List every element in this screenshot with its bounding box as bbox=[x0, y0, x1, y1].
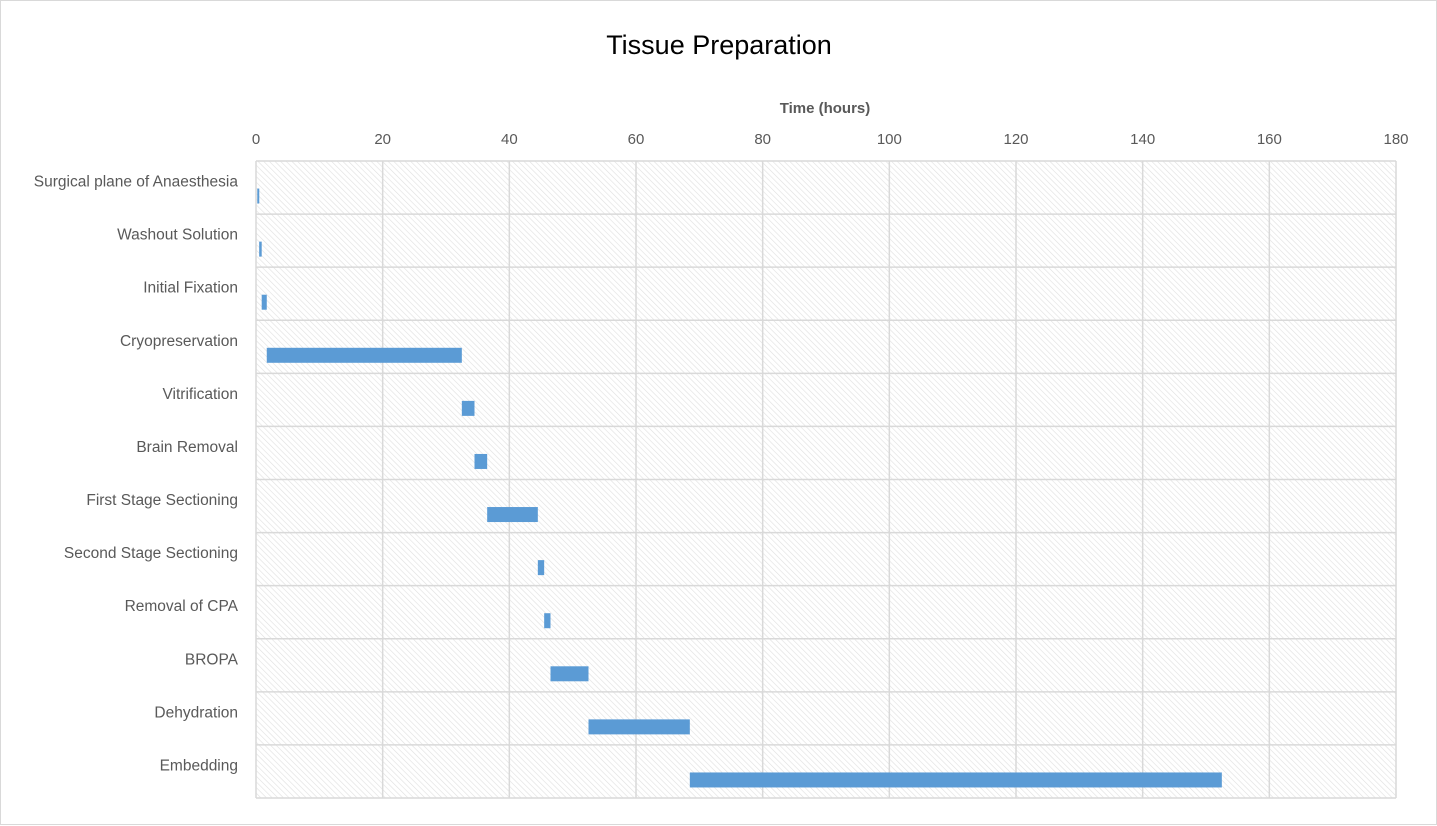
task-bar bbox=[257, 188, 260, 204]
task-bar bbox=[689, 772, 1222, 788]
x-tick-label: 140 bbox=[1130, 131, 1155, 148]
category-label: Second Stage Sectioning bbox=[64, 545, 238, 562]
x-tick-label: 60 bbox=[628, 131, 645, 148]
category-label: Brain Removal bbox=[136, 439, 238, 456]
task-bar bbox=[544, 613, 551, 629]
x-tick-label: 160 bbox=[1257, 131, 1282, 148]
x-tick-label: 100 bbox=[877, 131, 902, 148]
gridlines bbox=[255, 160, 1397, 799]
task-bars bbox=[257, 188, 1222, 788]
x-tick-label: 0 bbox=[252, 131, 260, 148]
category-label: First Stage Sectioning bbox=[86, 492, 238, 509]
task-bar bbox=[261, 294, 267, 310]
category-label: Cryopreservation bbox=[120, 333, 238, 350]
x-tick-label: 180 bbox=[1383, 131, 1408, 148]
x-axis-ticks: 0 20 40 60 80 100 120 140 160 180 bbox=[252, 131, 1409, 148]
category-label: Vitrification bbox=[162, 386, 238, 403]
task-bar bbox=[537, 560, 545, 576]
category-label: BROPA bbox=[185, 651, 239, 668]
x-tick-label: 120 bbox=[1003, 131, 1028, 148]
category-label: Embedding bbox=[160, 757, 238, 774]
category-label: Surgical plane of Anaesthesia bbox=[34, 174, 239, 191]
task-bar bbox=[259, 241, 262, 257]
task-bar bbox=[474, 453, 488, 469]
x-tick-label: 40 bbox=[501, 131, 518, 148]
chart-title: Tissue Preparation bbox=[606, 30, 832, 60]
task-bar bbox=[461, 400, 475, 416]
x-tick-label: 80 bbox=[754, 131, 771, 148]
task-bar bbox=[266, 347, 462, 363]
task-bar bbox=[550, 666, 589, 682]
y-axis-categories: Surgical plane of Anaesthesia Washout Sol… bbox=[34, 174, 239, 775]
category-label: Dehydration bbox=[154, 704, 238, 721]
category-label: Removal of CPA bbox=[125, 598, 239, 615]
x-axis-title: Time (hours) bbox=[780, 100, 871, 117]
x-tick-label: 20 bbox=[374, 131, 391, 148]
task-bar bbox=[487, 507, 538, 523]
task-bar bbox=[588, 719, 690, 735]
category-label: Initial Fixation bbox=[143, 280, 238, 297]
category-label: Washout Solution bbox=[117, 227, 238, 244]
